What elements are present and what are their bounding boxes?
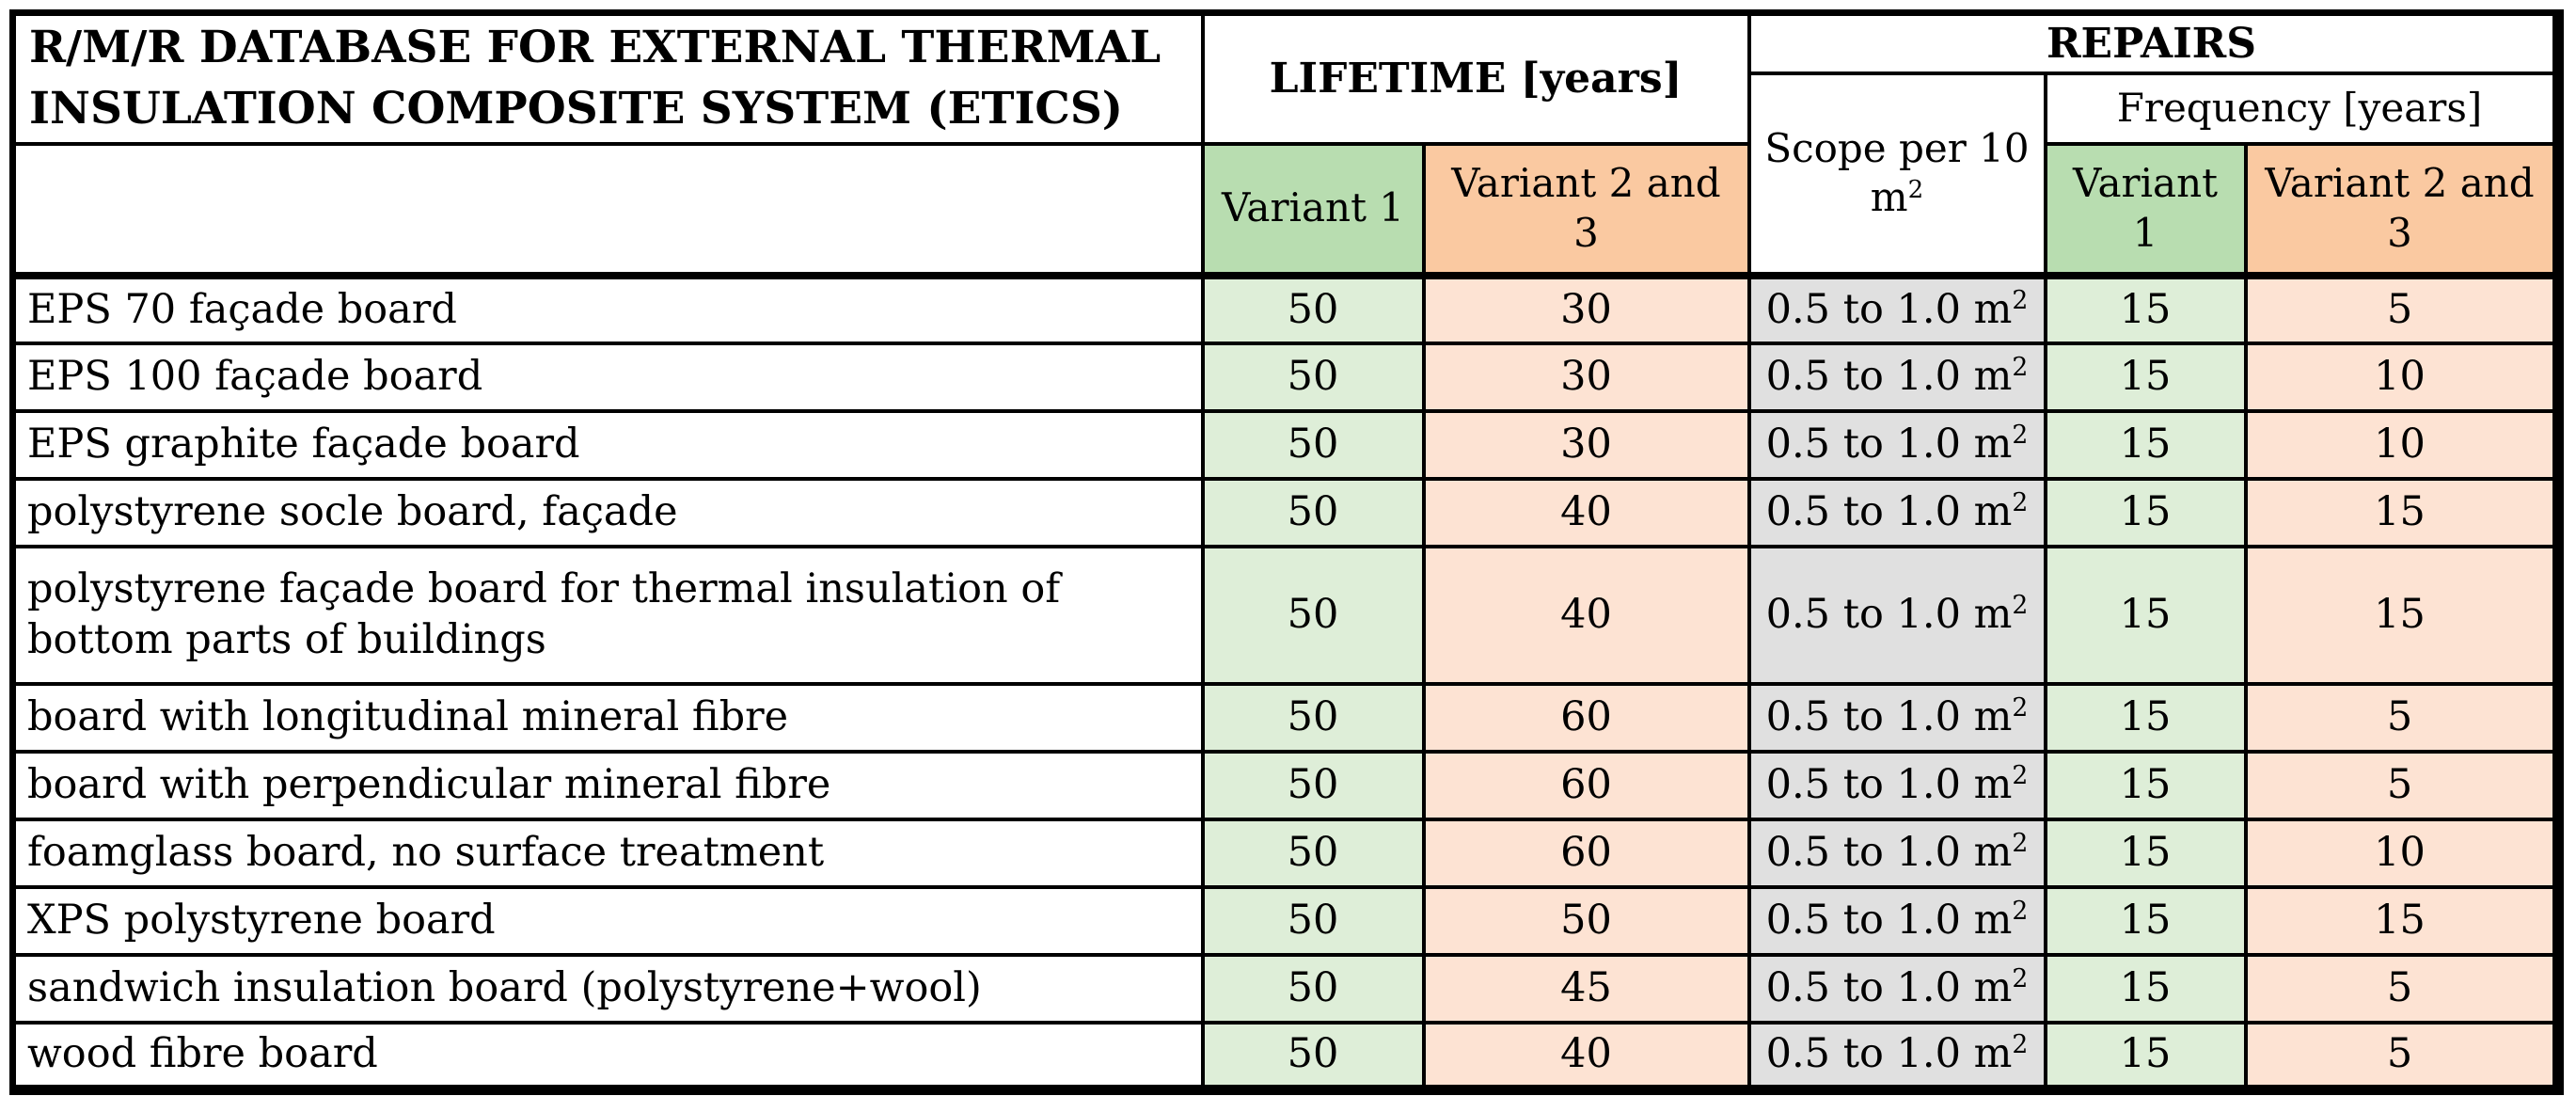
lifetime-variant1-value: 50 xyxy=(1200,544,1426,686)
lifetime-variant1-value: 50 xyxy=(1200,681,1426,754)
frequency-variant23-value: 15 xyxy=(2243,544,2560,686)
frequency-variant23-value: 10 xyxy=(2243,341,2560,413)
material-name: sandwich insulation board (polystyrene+w… xyxy=(10,952,1205,1025)
repair-scope-value: 0.5 to 1.0 m2 xyxy=(1746,544,2047,686)
empty-header-cell xyxy=(10,141,1205,278)
table-row: XPS polystyrene board 50 50 0.5 to 1.0 m… xyxy=(10,884,2560,957)
lifetime-variant1-value: 50 xyxy=(1200,1020,1426,1092)
lifetime-variant1-value: 50 xyxy=(1200,476,1426,548)
frequency-variant23-header: Variant 2 and 3 xyxy=(2243,141,2560,278)
frequency-variant1-value: 15 xyxy=(2043,749,2248,821)
frequency-variant1-value: 15 xyxy=(2043,476,2248,548)
frequency-variant23-value: 10 xyxy=(2243,408,2560,481)
frequency-header: Frequency [years] xyxy=(2043,71,2560,146)
table-title: R/M/R DATABASE FOR EXTERNAL THERMAL INSU… xyxy=(10,10,1205,146)
lifetime-variant23-header: Variant 2 and 3 xyxy=(1421,141,1751,278)
frequency-variant1-value: 15 xyxy=(2043,341,2248,413)
material-name: XPS polystyrene board xyxy=(10,884,1205,957)
lifetime-variant23-value: 40 xyxy=(1421,544,1751,686)
lifetime-variant23-value: 50 xyxy=(1421,884,1751,957)
material-name: EPS 70 façade board xyxy=(10,271,1205,345)
etics-rmr-table: R/M/R DATABASE FOR EXTERNAL THERMAL INSU… xyxy=(9,9,2564,1096)
header-row-1: R/M/R DATABASE FOR EXTERNAL THERMAL INSU… xyxy=(10,10,2560,146)
lifetime-variant1-value: 50 xyxy=(1200,408,1426,481)
repair-scope-value: 0.5 to 1.0 m2 xyxy=(1746,341,2047,413)
frequency-variant1-value: 15 xyxy=(2043,544,2248,686)
frequency-variant23-value: 5 xyxy=(2243,1020,2560,1092)
material-name: wood fibre board xyxy=(10,1020,1205,1092)
lifetime-variant1-header: Variant 1 xyxy=(1200,141,1426,278)
frequency-variant1-value: 15 xyxy=(2043,952,2248,1025)
frequency-variant1-value: 15 xyxy=(2043,408,2248,481)
lifetime-variant1-value: 50 xyxy=(1200,749,1426,821)
frequency-variant1-value: 15 xyxy=(2043,1020,2248,1092)
frequency-variant23-value: 10 xyxy=(2243,817,2560,889)
lifetime-variant23-value: 60 xyxy=(1421,817,1751,889)
header-row-3: Variant 1 Variant 2 and 3 Variant 1 Vari… xyxy=(10,141,2560,278)
repair-scope-value: 0.5 to 1.0 m2 xyxy=(1746,817,2047,889)
material-name: polystyrene socle board, façade xyxy=(10,476,1205,548)
table-row: EPS graphite façade board 50 30 0.5 to 1… xyxy=(10,408,2560,481)
lifetime-variant23-value: 60 xyxy=(1421,681,1751,754)
lifetime-variant1-value: 50 xyxy=(1200,884,1426,957)
frequency-variant23-value: 15 xyxy=(2243,884,2560,957)
repair-scope-value: 0.5 to 1.0 m2 xyxy=(1746,476,2047,548)
lifetime-variant1-value: 50 xyxy=(1200,271,1426,345)
table-row: polystyrene socle board, façade 50 40 0.… xyxy=(10,476,2560,548)
repairs-header: REPAIRS xyxy=(1746,10,2560,75)
frequency-variant23-value: 5 xyxy=(2243,952,2560,1025)
material-name: EPS 100 façade board xyxy=(10,341,1205,413)
lifetime-header: LIFETIME [years] xyxy=(1200,10,1751,146)
lifetime-variant23-value: 30 xyxy=(1421,271,1751,345)
repair-scope-value: 0.5 to 1.0 m2 xyxy=(1746,952,2047,1025)
table-row: sandwich insulation board (polystyrene+w… xyxy=(10,952,2560,1025)
frequency-variant23-value: 15 xyxy=(2243,476,2560,548)
table-row: foamglass board, no surface treatment 50… xyxy=(10,817,2560,889)
repair-scope-value: 0.5 to 1.0 m2 xyxy=(1746,408,2047,481)
table-row: EPS 100 façade board 50 30 0.5 to 1.0 m2… xyxy=(10,341,2560,413)
frequency-variant1-header: Variant 1 xyxy=(2043,141,2248,278)
lifetime-variant23-value: 30 xyxy=(1421,408,1751,481)
frequency-variant1-value: 15 xyxy=(2043,271,2248,345)
repair-scope-value: 0.5 to 1.0 m2 xyxy=(1746,884,2047,957)
lifetime-variant23-value: 45 xyxy=(1421,952,1751,1025)
repair-scope-value: 0.5 to 1.0 m2 xyxy=(1746,1020,2047,1092)
repair-scope-value: 0.5 to 1.0 m2 xyxy=(1746,681,2047,754)
frequency-variant1-value: 15 xyxy=(2043,884,2248,957)
repair-scope-value: 0.5 to 1.0 m2 xyxy=(1746,271,2047,345)
material-name: polystyrene façade board for thermal ins… xyxy=(10,544,1205,686)
lifetime-variant1-value: 50 xyxy=(1200,341,1426,413)
lifetime-variant23-value: 60 xyxy=(1421,749,1751,821)
material-name: board with perpendicular mineral fibre xyxy=(10,749,1205,821)
frequency-variant23-value: 5 xyxy=(2243,681,2560,754)
frequency-variant23-value: 5 xyxy=(2243,749,2560,821)
frequency-variant23-value: 5 xyxy=(2243,271,2560,345)
table-row: polystyrene façade board for thermal ins… xyxy=(10,544,2560,686)
material-name: board with longitudinal mineral fibre xyxy=(10,681,1205,754)
repair-scope-value: 0.5 to 1.0 m2 xyxy=(1746,749,2047,821)
lifetime-variant23-value: 40 xyxy=(1421,1020,1751,1092)
table-row: board with longitudinal mineral fibre 50… xyxy=(10,681,2560,754)
table-row: wood fibre board 50 40 0.5 to 1.0 m2 15 … xyxy=(10,1020,2560,1092)
lifetime-variant23-value: 40 xyxy=(1421,476,1751,548)
lifetime-variant23-value: 30 xyxy=(1421,341,1751,413)
material-name: EPS graphite façade board xyxy=(10,408,1205,481)
frequency-variant1-value: 15 xyxy=(2043,681,2248,754)
table-row: board with perpendicular mineral fibre 5… xyxy=(10,749,2560,821)
lifetime-variant1-value: 50 xyxy=(1200,952,1426,1025)
lifetime-variant1-value: 50 xyxy=(1200,817,1426,889)
frequency-variant1-value: 15 xyxy=(2043,817,2248,889)
table-row: EPS 70 façade board 50 30 0.5 to 1.0 m2 … xyxy=(10,271,2560,345)
scope-header: Scope per 10 m2 xyxy=(1746,71,2047,278)
material-name: foamglass board, no surface treatment xyxy=(10,817,1205,889)
header-row-2: Scope per 10 m2 Frequency [years] xyxy=(13,71,2560,278)
